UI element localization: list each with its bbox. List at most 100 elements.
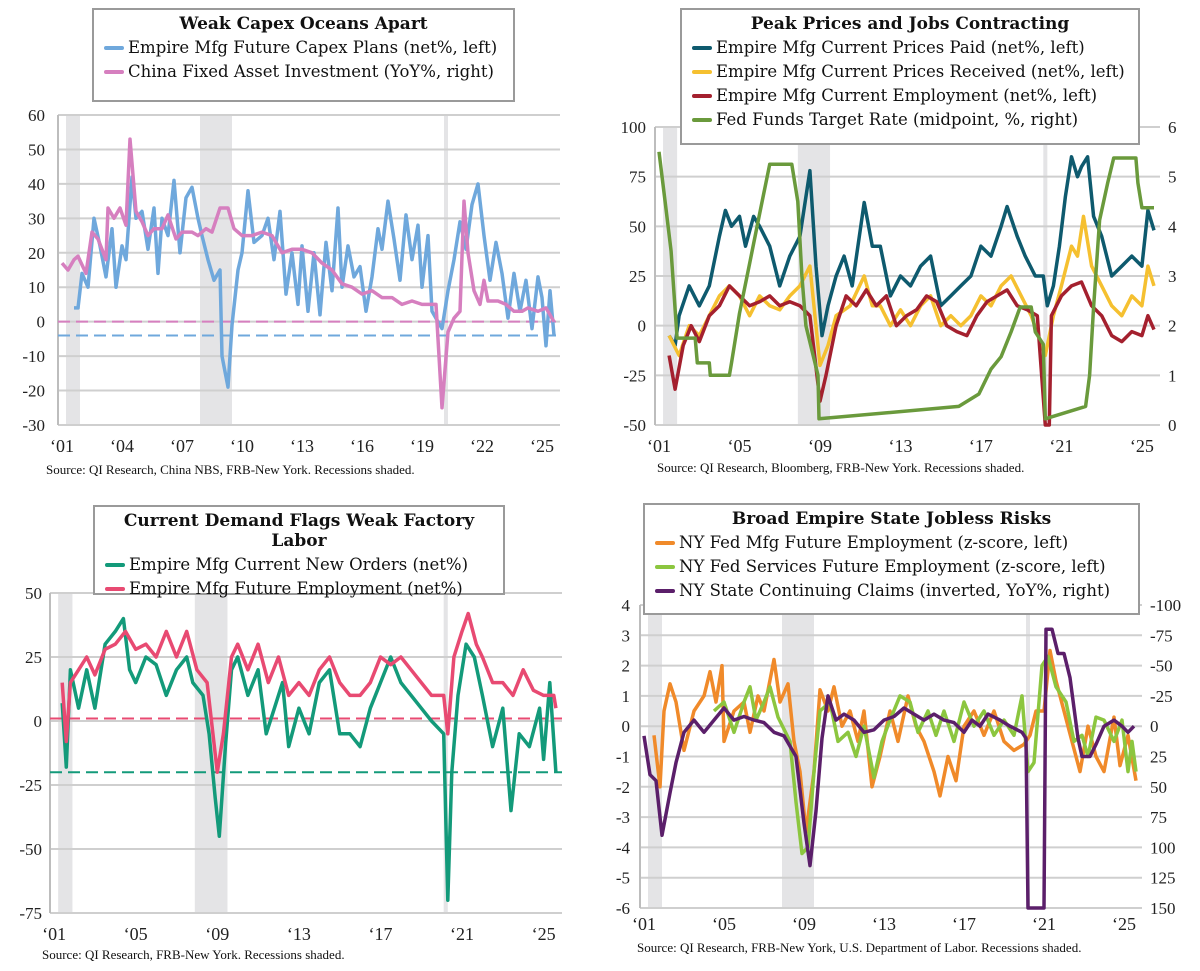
legend-demand: Current Demand Flags Weak Factory Labor … [93,505,505,598]
y-tick-label: -1 [616,748,630,767]
x-tick-label: ‘13 [287,924,311,944]
y-right-tick-label: 100 [1150,838,1176,857]
legend-swatch [104,70,124,74]
y-tick-label: 3 [622,626,631,645]
source-note: Source: QI Research, China NBS, FRB-New … [46,462,415,477]
legend-swatch [692,94,712,98]
y-right-tick-label: 3 [1168,267,1177,286]
legend-item: China Fixed Asset Investment (YoY%, righ… [104,60,503,84]
x-tick-label: ‘10 [230,436,254,456]
x-tick-label: ‘25 [1130,436,1154,456]
legend-swatch [655,541,675,545]
legend-item: Empire Mfg Current Employment (net%, lef… [692,84,1128,108]
series-line-1 [652,648,1138,835]
x-tick-label: ‘07 [170,436,194,456]
y-tick-label: 40 [28,175,45,194]
chart-title: Broad Empire State Jobless Risks [731,509,1052,529]
legend-capex: Weak Capex Oceans Apart Empire Mfg Futur… [92,8,515,102]
legend-label: Fed Funds Target Rate (midpoint, %, righ… [716,110,1079,129]
y-tick-label: 50 [25,584,42,603]
y-right-tick-label: -100 [1150,596,1181,615]
y-tick-label: -50 [19,840,42,859]
legend-jobless: Broad Empire State Jobless Risks NY Fed … [643,503,1140,615]
recession-shade [444,115,448,425]
y-right-tick-label: 6 [1168,118,1177,137]
x-tick-label: ‘01 [647,436,671,456]
x-tick-label: ‘17 [952,914,976,934]
y-tick-label: 25 [629,267,646,286]
y-tick-label: 0 [37,313,46,332]
series-line-1 [667,155,1156,348]
x-tick-label: ‘05 [728,436,752,456]
y-right-tick-label: 125 [1150,869,1176,888]
y-right-tick-label: 5 [1168,168,1177,187]
y-tick-label: 0 [34,712,43,731]
legend-item: Fed Funds Target Rate (midpoint, %, righ… [692,108,1128,132]
y-tick-label: 10 [28,278,45,297]
y-tick-label: 60 [28,106,45,125]
y-right-tick-label: 4 [1168,217,1177,236]
x-tick-label: ‘13 [888,436,912,456]
x-tick-label: ‘25 [1112,914,1136,934]
series-line-1 [60,616,558,902]
series-line-2 [60,137,556,410]
legend-swatch [104,46,124,50]
x-tick-label: ‘16 [350,436,374,456]
x-tick-label: ‘22 [470,436,494,456]
x-tick-label: ‘19 [410,436,434,456]
x-tick-label: ‘25 [530,436,554,456]
y-tick-label: 20 [28,244,45,263]
legend-item: NY Fed Services Future Employment (z-sco… [655,555,1128,579]
chart-1: -30 -20 -10 0 10 20 30 40 50 60 ‘01 ‘04 ‘07 ‘10 ‘13 ‘16… [22,106,560,456]
legend-prices: Peak Prices and Jobs Contracting Empire … [680,8,1140,145]
legend-label: NY State Continuing Claims (inverted, Yo… [679,581,1111,600]
y-tick-label: -25 [19,776,42,795]
y-tick-label: -20 [22,382,45,401]
y-right-tick-label: 75 [1150,808,1167,827]
y-tick-label: 4 [622,596,631,615]
x-tick-label: ‘17 [969,436,993,456]
y-right-tick-label: 2 [1168,317,1177,336]
y-tick-label: 50 [629,217,646,236]
x-tick-label: ‘04 [110,436,134,456]
x-tick-label: ‘05 [124,924,148,944]
source-note: Source: QI Research, Bloomberg, FRB-New … [657,460,1025,475]
legend-label: Empire Mfg Future Capex Plans (net%, lef… [128,38,498,57]
y-tick-label: -5 [616,869,630,888]
y-right-tick-label: 25 [1150,748,1167,767]
legend-label: Empire Mfg Future Employment (net%) [129,579,463,598]
y-tick-label: 50 [28,140,45,159]
chart-title: Weak Capex Oceans Apart [179,14,428,34]
chart-2: -50 -25 0 25 50 75 100 0 1 2 3 4 5 6 ‘01 ‘05 ‘09 ‘13 ‘17 ‘2… [621,118,1178,456]
y-tick-label: -4 [616,838,631,857]
x-tick-label: ‘25 [532,924,556,944]
legend-swatch [105,587,125,591]
y-tick-label: 2 [622,657,631,676]
legend-swatch [655,589,675,593]
legend-swatch [105,563,125,567]
y-tick-label: -6 [616,899,630,918]
y-tick-label: 75 [629,168,646,187]
y-tick-label: 30 [28,209,45,228]
legend-label: NY Fed Mfg Future Employment (z-score, l… [679,533,1069,552]
legend-item: Empire Mfg Current Prices Received (net%… [692,60,1128,84]
legend-label: Empire Mfg Current Prices Paid (net%, le… [716,38,1085,57]
recession-shade [66,115,80,425]
series-line-3 [642,627,1136,910]
y-right-tick-label: -75 [1150,626,1173,645]
legend-label: Empire Mfg Current Employment (net%, lef… [716,86,1098,105]
x-tick-label: ‘01 [50,436,74,456]
x-tick-label: ‘21 [1049,436,1073,456]
source-note: Source: QI Research, FRB-New York, U.S. … [637,940,1082,955]
chart-title: Current Demand Flags Weak Factory Labor [123,511,475,551]
legend-item: Empire Mfg Future Employment (net%) [105,577,493,601]
legend-swatch [692,46,712,50]
y-tick-label: -10 [22,347,45,366]
y-tick-label: 100 [621,118,647,137]
y-tick-label: -50 [623,416,646,435]
source-note: Source: QI Research, FRB-New York. Reces… [42,947,345,962]
y-right-tick-label: 0 [1168,416,1177,435]
x-tick-label: ‘01 [42,924,66,944]
